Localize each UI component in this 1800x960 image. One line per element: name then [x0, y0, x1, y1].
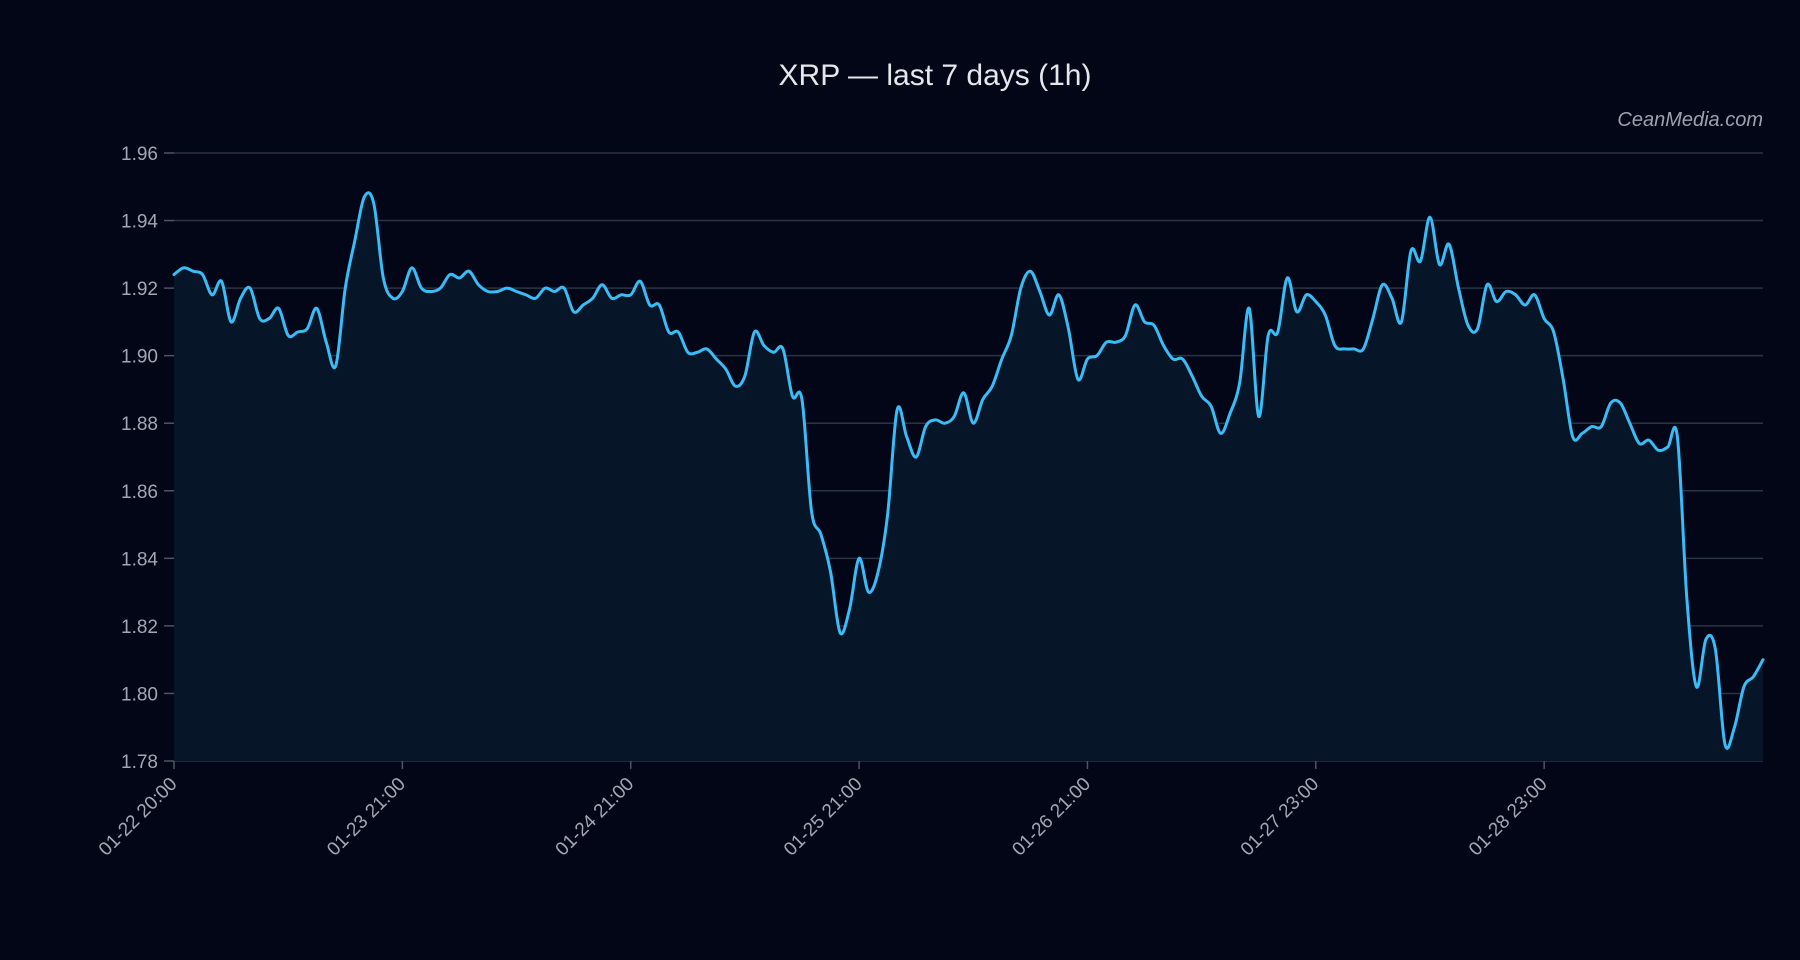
- price-area-fill: [174, 192, 1763, 761]
- y-tick-label: 1.86: [121, 482, 158, 503]
- chart-title: XRP — last 7 days (1h): [779, 59, 1092, 92]
- price-line: [172, 191, 1765, 750]
- watermark: CeanMedia.com: [1617, 109, 1763, 131]
- y-tick-label: 1.84: [121, 549, 158, 570]
- y-tick-label: 1.82: [121, 617, 158, 638]
- y-tick-label: 1.90: [121, 347, 158, 368]
- y-tick-label: 1.88: [121, 414, 158, 435]
- y-tick-label: 1.80: [121, 684, 158, 705]
- y-tick-label: 1.96: [121, 144, 158, 165]
- y-tick-label: 1.94: [121, 212, 158, 233]
- y-tick-label: 1.92: [121, 279, 158, 300]
- y-tick-label: 1.78: [121, 752, 158, 773]
